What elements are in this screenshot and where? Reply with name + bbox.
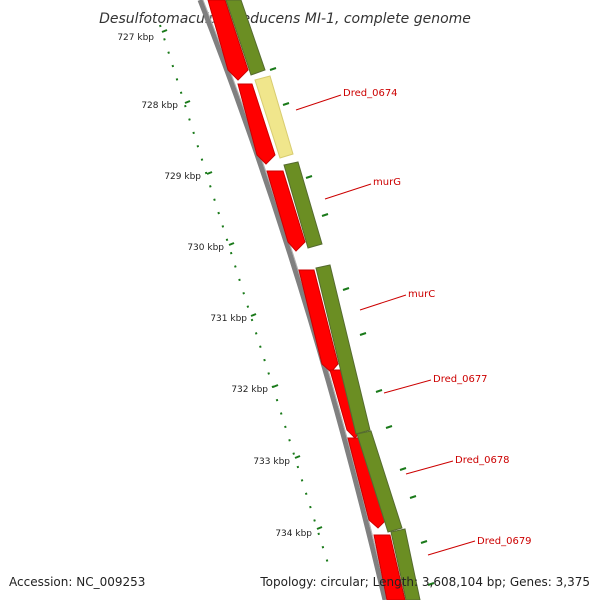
green-cds-3 [356, 430, 403, 533]
gene-label-murc[interactable]: murC [408, 289, 435, 300]
accession-text: Accession: NC_009253 [9, 575, 145, 589]
gene-label-murg[interactable]: murG [373, 177, 401, 188]
red-cds-2 [266, 170, 306, 252]
outer-ticks [269, 67, 435, 586]
green-cds-2 [315, 264, 371, 435]
red-cds-6 [373, 534, 406, 600]
green-cds-0 [225, 0, 266, 76]
tick-label-730: 730 kbp [187, 243, 224, 253]
tick-label-733: 733 kbp [253, 457, 290, 467]
gene-leaders [295, 94, 476, 556]
green-cds-4 [390, 528, 421, 600]
ruler-ticks [161, 29, 323, 530]
gene-label-dred-0677[interactable]: Dred_0677 [433, 374, 488, 385]
map-title: Desulfotomaculum reducens MI-1, complete… [99, 11, 471, 27]
red-cds-track [207, 0, 406, 600]
tick-label-732: 732 kbp [231, 385, 268, 395]
green-cds-1 [283, 161, 323, 249]
red-cds-3 [298, 269, 339, 373]
red-cds-0 [207, 0, 249, 81]
tick-label-728: 728 kbp [141, 101, 178, 111]
genome-summary-text: Topology: circular; Length: 3,608,104 bp… [259, 575, 590, 589]
green-cds-track [225, 0, 421, 600]
tick-label-734: 734 kbp [275, 529, 312, 539]
tick-label-731: 731 kbp [210, 314, 247, 324]
gene-label-dred-0678[interactable]: Dred_0678 [455, 455, 510, 466]
green-cds-highlight [254, 75, 294, 159]
gene-label-dred-0679[interactable]: Dred_0679 [477, 536, 532, 547]
red-cds-1 [237, 83, 276, 165]
tick-label-727: 727 kbp [117, 33, 154, 43]
gene-label-dred-0674[interactable]: Dred_0674 [343, 88, 398, 99]
tick-label-729: 729 kbp [164, 172, 201, 182]
